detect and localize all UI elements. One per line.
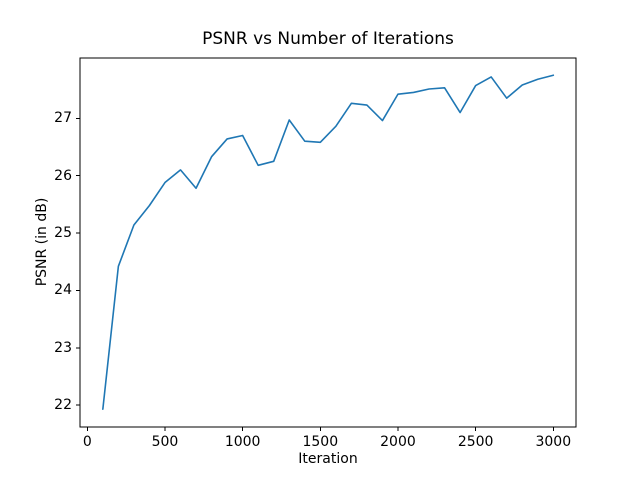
x-tick-label: 2500	[457, 434, 494, 450]
data-line	[102, 74, 555, 411]
x-tick-label: 3000	[535, 434, 572, 450]
y-tick-label: 22	[54, 397, 72, 414]
y-tick-label: 24	[54, 282, 72, 299]
x-tick-label: 1000	[224, 434, 261, 450]
y-tick-label: 23	[54, 339, 72, 356]
y-tick-label: 26	[54, 167, 72, 184]
y-axis-label: PSNR (in dB)	[34, 197, 50, 287]
plot-frame	[79, 57, 577, 428]
x-axis-label: Iteration	[298, 451, 358, 467]
y-tick-label: 25	[54, 225, 72, 242]
x-tick-label: 1500	[302, 434, 339, 450]
x-tick-label: 500	[151, 434, 179, 450]
y-tick-label: 27	[54, 110, 72, 127]
chart-title: PSNR vs Number of Iterations	[202, 29, 454, 49]
x-tick-label: 2000	[380, 434, 416, 450]
x-tick-label: 0	[82, 434, 92, 450]
